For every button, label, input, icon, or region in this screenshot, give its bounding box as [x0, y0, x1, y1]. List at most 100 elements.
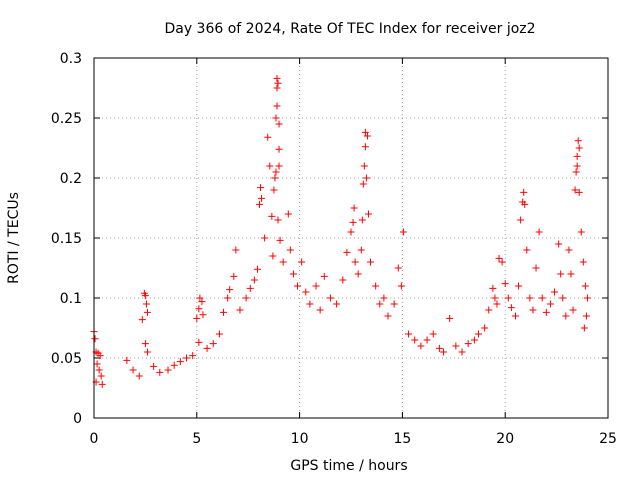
data-point — [123, 356, 131, 364]
data-point — [397, 282, 405, 290]
data-point — [359, 180, 367, 188]
data-point — [274, 79, 282, 87]
data-point — [156, 368, 164, 376]
x-tick-label: 25 — [599, 431, 617, 447]
grid-lines — [94, 58, 608, 418]
data-point — [97, 372, 105, 380]
data-point — [474, 330, 482, 338]
data-point — [232, 246, 240, 254]
data-point — [195, 305, 203, 313]
y-axis-label: ROTI / TECUs — [6, 192, 22, 284]
data-point — [142, 300, 150, 308]
data-point — [489, 284, 497, 292]
data-point — [220, 308, 228, 316]
data-point — [501, 280, 509, 288]
data-point — [575, 144, 583, 152]
data-points — [90, 74, 591, 388]
data-point — [195, 338, 203, 346]
data-point — [562, 312, 570, 320]
data-point — [273, 74, 281, 82]
data-point — [565, 246, 573, 254]
data-point — [575, 188, 583, 196]
data-point — [135, 372, 143, 380]
data-point — [236, 306, 244, 314]
data-point — [399, 228, 407, 236]
data-point — [275, 120, 283, 128]
data-point — [326, 294, 334, 302]
data-point — [138, 316, 146, 324]
data-point — [580, 324, 588, 332]
data-point — [573, 162, 581, 170]
data-point — [196, 294, 204, 302]
data-point — [573, 152, 581, 160]
x-axis-label: GPS time / hours — [290, 458, 407, 474]
y-tick-label: 0.1 — [60, 291, 82, 307]
data-point — [354, 270, 362, 278]
data-point — [350, 204, 358, 212]
x-tick-label: 5 — [192, 431, 201, 447]
data-point — [582, 312, 590, 320]
data-point — [302, 288, 310, 296]
data-point — [361, 143, 369, 151]
data-point — [273, 102, 281, 110]
data-point — [384, 312, 392, 320]
data-point — [224, 294, 232, 302]
data-point — [535, 228, 543, 236]
data-point — [538, 294, 546, 302]
data-point — [491, 294, 499, 302]
data-point — [569, 306, 577, 314]
x-tick-label: 0 — [90, 431, 99, 447]
data-point — [193, 314, 201, 322]
y-tick-label: 0.25 — [51, 111, 82, 127]
data-point — [361, 128, 369, 136]
data-point — [376, 300, 384, 308]
y-tick-label: 0.2 — [60, 171, 82, 187]
data-point — [446, 314, 454, 322]
data-point — [485, 306, 493, 314]
data-point — [279, 258, 287, 266]
y-tick-label: 0 — [73, 411, 82, 427]
data-point — [141, 340, 149, 348]
data-point — [272, 168, 280, 176]
data-point — [242, 294, 250, 302]
data-point — [358, 216, 366, 224]
data-point — [347, 228, 355, 236]
x-tick-label: 20 — [496, 431, 514, 447]
data-point — [215, 330, 223, 338]
data-point — [320, 272, 328, 280]
data-point — [273, 84, 281, 92]
data-point — [333, 300, 341, 308]
data-point — [96, 352, 104, 360]
data-point — [526, 294, 534, 302]
data-point — [394, 264, 402, 272]
data-point — [542, 308, 550, 316]
data-point — [198, 298, 206, 306]
data-point — [390, 300, 398, 308]
data-point — [571, 186, 579, 194]
data-point — [511, 312, 519, 320]
data-point — [411, 336, 419, 344]
data-point — [298, 258, 306, 266]
data-point — [349, 218, 357, 226]
data-point — [577, 228, 585, 236]
data-point — [529, 306, 537, 314]
data-point — [256, 200, 264, 208]
data-point — [199, 311, 207, 319]
data-point — [380, 294, 388, 302]
data-point — [470, 336, 478, 344]
data-point — [493, 300, 501, 308]
data-point — [517, 216, 525, 224]
data-point — [367, 258, 375, 266]
data-point — [275, 145, 283, 153]
data-point — [520, 188, 528, 196]
data-point — [170, 361, 178, 369]
data-point — [246, 284, 254, 292]
data-point — [572, 168, 580, 176]
data-point — [250, 276, 258, 284]
data-point — [567, 270, 575, 278]
data-point — [583, 294, 591, 302]
x-tick-label: 15 — [393, 431, 411, 447]
data-point — [164, 366, 172, 374]
data-point — [521, 200, 529, 208]
